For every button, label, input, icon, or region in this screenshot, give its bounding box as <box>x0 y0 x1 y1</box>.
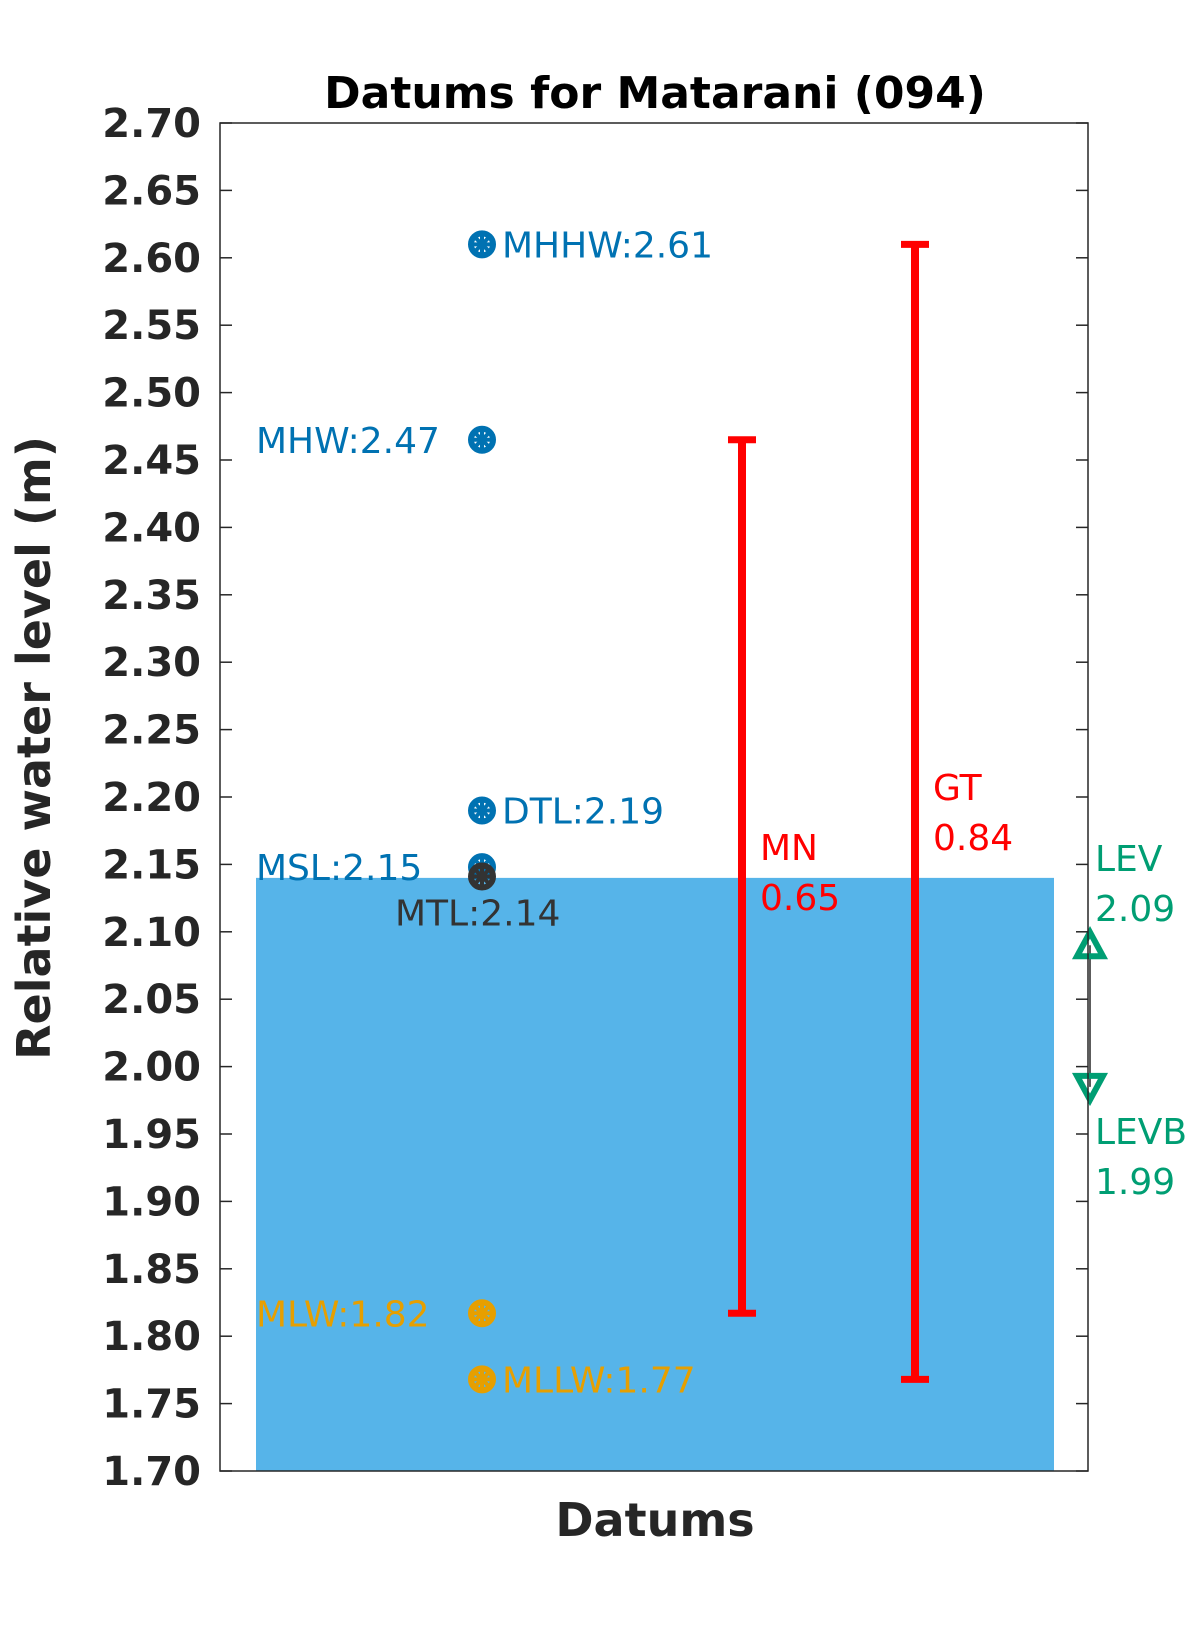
datum-marker <box>468 796 496 825</box>
datum-label: MHHW:2.61 <box>502 225 713 266</box>
y-tick-label: 1.75 <box>102 1382 201 1428</box>
extreme-name: LEVB <box>1095 1112 1187 1153</box>
y-tick-label: 2.60 <box>102 236 201 282</box>
y-tick-label: 2.40 <box>102 505 201 551</box>
datum-marker-spoke <box>473 235 491 253</box>
datum-label: MHW:2.47 <box>256 421 440 462</box>
y-tick-label: 2.55 <box>102 303 201 349</box>
extreme-value: 1.99 <box>1095 1162 1175 1203</box>
datum-label: MSL:2.15 <box>256 848 422 889</box>
y-tick-label: 2.20 <box>102 775 201 821</box>
y-tick-label: 2.65 <box>102 168 201 214</box>
y-tick-label: 1.95 <box>102 1112 201 1158</box>
datum-marker <box>468 1299 496 1328</box>
range-name: MN <box>760 828 818 869</box>
datum-marker-group <box>468 425 496 454</box>
datum-marker <box>468 1365 496 1394</box>
extreme-value: 2.09 <box>1095 889 1175 930</box>
y-tick-label: 2.50 <box>102 371 201 417</box>
y-tick-label: 2.05 <box>102 977 201 1023</box>
y-tick-label: 2.70 <box>102 101 201 147</box>
triangle-up-marker <box>1071 925 1109 960</box>
y-tick-label: 2.15 <box>102 842 201 888</box>
chart-title: Datums for Matarani (094) <box>324 68 986 119</box>
y-tick-label: 1.80 <box>102 1314 201 1360</box>
datum-marker-group <box>468 796 496 825</box>
datum-label: DTL:2.19 <box>502 791 664 832</box>
x-axis-label: Datums <box>555 1493 754 1547</box>
datum-marker-group <box>468 230 496 259</box>
datum-marker <box>468 425 496 454</box>
datum-label: MLLW:1.77 <box>502 1360 696 1401</box>
datum-label: MTL:2.14 <box>395 894 560 935</box>
y-tick-label: 2.35 <box>102 573 201 619</box>
datum-marker-spoke <box>473 868 491 885</box>
range-value: 0.65 <box>760 878 840 919</box>
range-value: 0.84 <box>933 818 1013 859</box>
y-tick-label: 2.00 <box>102 1045 201 1091</box>
y-tick-label: 2.25 <box>102 708 201 754</box>
datum-marker-spoke <box>473 431 491 449</box>
extreme-name: LEV <box>1095 839 1163 880</box>
water-level-fill <box>256 877 1054 1471</box>
triangle-down-marker <box>1071 1072 1109 1107</box>
y-tick-label: 1.70 <box>102 1449 201 1495</box>
y-axis-label: Relative water level (m) <box>7 436 61 1060</box>
datum-marker-group <box>468 1299 496 1328</box>
datum-marker <box>468 230 496 259</box>
range-name: GT <box>933 768 983 809</box>
y-tick-label: 1.85 <box>102 1247 201 1293</box>
y-tick-label: 1.90 <box>102 1179 201 1225</box>
datum-marker <box>468 862 496 891</box>
datum-marker-spoke <box>473 1370 491 1388</box>
datum-label: MLW:1.82 <box>256 1294 430 1335</box>
datum-marker-spoke <box>473 1304 491 1322</box>
y-tick-label: 2.10 <box>102 910 201 956</box>
datum-marker-group <box>468 1365 496 1394</box>
datum-marker-group <box>468 862 496 891</box>
datum-marker-spoke <box>473 802 491 819</box>
y-tick-label: 2.30 <box>102 640 201 686</box>
y-tick-label: 2.45 <box>102 438 201 484</box>
